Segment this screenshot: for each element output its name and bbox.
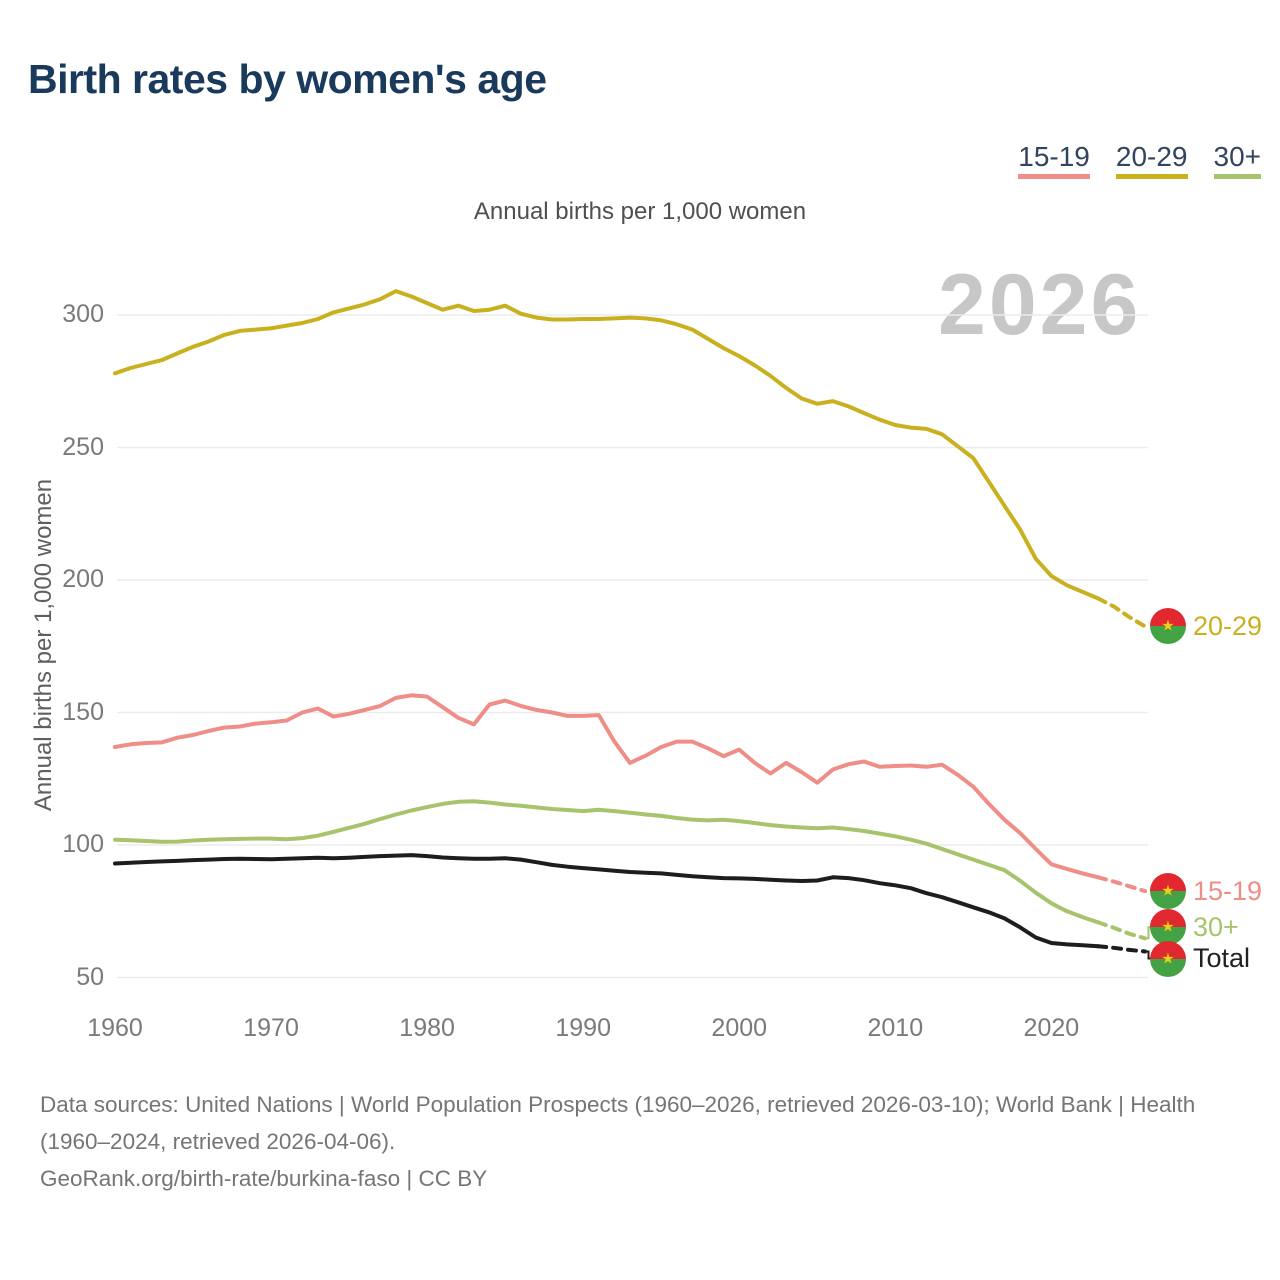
year-watermark: 2026 (938, 257, 1142, 353)
x-tick-label: 2010 (867, 1014, 924, 1042)
series-line-15-19-projected (1096, 875, 1147, 894)
y-tick-label: 100 (62, 830, 104, 858)
series-end-label-text: 15-19 (1193, 875, 1263, 906)
burkina-faso-flag-icon (1150, 909, 1186, 946)
series-end-label-text: 30+ (1193, 911, 1239, 942)
x-tick-label: 1960 (87, 1014, 143, 1042)
legend-item-30plus[interactable]: 30+ (1213, 142, 1261, 180)
series-end-label-30+: 30+ (1150, 909, 1239, 946)
series-line-20-29-projected (1096, 596, 1147, 629)
chart-subtitle: Annual births per 1,000 women (473, 198, 807, 225)
y-tick-label: 200 (62, 565, 104, 593)
data-sources-text: Data sources: United Nations | World Pop… (40, 1092, 1196, 1154)
chart-title: Birth rates by women's age (28, 56, 547, 102)
legend-item-20-29[interactable]: 20-29 (1115, 142, 1188, 180)
y-tick-label: 150 (62, 697, 104, 726)
x-tick-label: 2020 (1023, 1014, 1080, 1042)
legend-item-15-19[interactable]: 15-19 (1018, 142, 1090, 180)
series-line-Total (113, 853, 1101, 949)
y-tick-label: 300 (62, 300, 104, 328)
series-line-15-19 (113, 693, 1101, 880)
burkina-faso-flag-icon (1150, 940, 1186, 977)
series-line-20-29 (113, 289, 1101, 601)
attribution-text: GeoRank.org/birth-rate/burkina-faso | CC… (40, 1166, 488, 1191)
series-end-label-20-29: 20-29 (1150, 608, 1263, 645)
x-tick-label: 1990 (555, 1014, 611, 1042)
y-tick-label: 250 (62, 432, 104, 461)
series-line-Total-projected (1096, 944, 1147, 954)
burkina-faso-flag-icon (1150, 873, 1186, 910)
series-end-label-Total: Total (1150, 940, 1251, 977)
series-line-30+-projected (1096, 920, 1147, 941)
x-tick-label: 1980 (399, 1014, 455, 1042)
legend: 15-19 20-29 30+ (1018, 142, 1261, 180)
series-line-30+ (113, 799, 1101, 925)
x-tick-label: 2000 (711, 1014, 768, 1042)
footer: Data sources: United Nations | World Pop… (40, 1086, 1232, 1197)
x-tick-label: 1970 (243, 1014, 299, 1042)
y-tick-label: 50 (76, 962, 104, 991)
series-end-label-text: Total (1193, 943, 1251, 974)
burkina-faso-flag-icon (1150, 608, 1186, 645)
series-end-label-15-19: 15-19 (1150, 873, 1263, 910)
series-end-label-text: 20-29 (1193, 610, 1263, 641)
